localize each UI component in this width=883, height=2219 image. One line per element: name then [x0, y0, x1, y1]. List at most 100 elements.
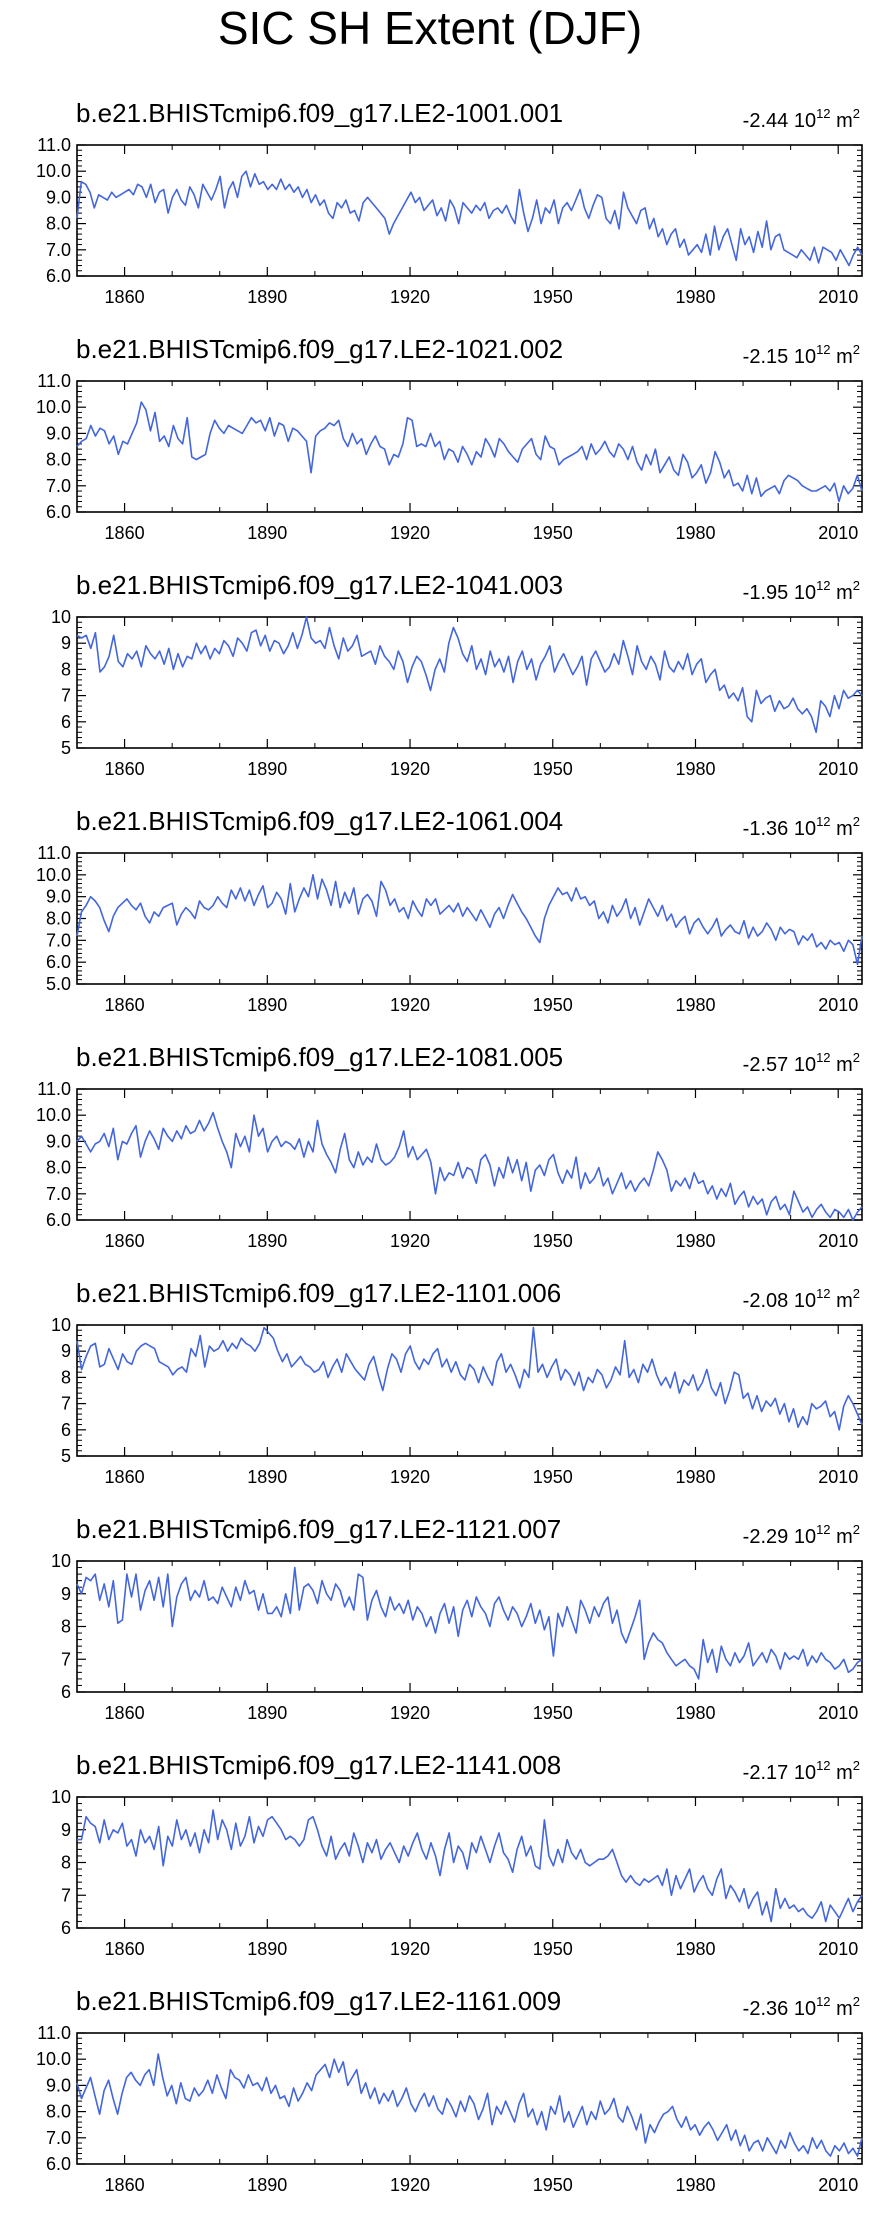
y-tick-label: 7.0 — [46, 1184, 71, 1204]
y-tick-label: 11.0 — [37, 1079, 71, 1099]
chart-panel-1: b.e21.BHISTcmip6.f09_g17.LE2-1001.001 -2.… — [36, 98, 863, 307]
plot-frame — [76, 1324, 863, 1457]
trend-part: 2 — [853, 1994, 860, 2009]
y-tick-label: 9 — [61, 1341, 71, 1361]
y-tick-label: 7 — [61, 1885, 71, 1905]
trend-part: 12 — [816, 1286, 830, 1301]
x-tick-label: 1920 — [390, 1231, 430, 1251]
y-tick-label: 7.0 — [46, 240, 71, 260]
y-tick-label: 7.0 — [46, 2128, 71, 2148]
chart-panel-5: b.e21.BHISTcmip6.f09_g17.LE2-1081.005 -2.… — [36, 1042, 863, 1251]
x-tick-label: 1860 — [105, 287, 145, 307]
trend-part: m — [831, 1998, 853, 2020]
y-tick-label: 10 — [51, 1787, 71, 1807]
y-tick-label: 8 — [61, 659, 71, 679]
trend-part: 2 — [853, 342, 860, 357]
y-tick-label: 9 — [61, 633, 71, 653]
x-tick-label: 1860 — [105, 995, 145, 1015]
x-tick-label: 2010 — [818, 1231, 858, 1251]
chart-panel-9: b.e21.BHISTcmip6.f09_g17.LE2-1161.009 -2.… — [36, 1986, 863, 2195]
chart-panel-8: b.e21.BHISTcmip6.f09_g17.LE2-1141.008 -2.… — [51, 1750, 863, 1959]
panel-title: b.e21.BHISTcmip6.f09_g17.LE2-1101.006 — [76, 1278, 561, 1308]
chart-panel-3: b.e21.BHISTcmip6.f09_g17.LE2-1041.003 -1.… — [51, 570, 863, 779]
trend-part: 12 — [816, 342, 830, 357]
trend-label: -2.44 1012 m2 — [743, 106, 860, 132]
y-tick-label: 9.0 — [46, 187, 71, 207]
trend-part: m — [831, 1762, 853, 1784]
y-tick-label: 6 — [61, 712, 71, 732]
trend-part: 10 — [794, 1762, 816, 1784]
x-tick-label: 1950 — [533, 1467, 573, 1487]
x-tick-label: 1860 — [105, 523, 145, 543]
x-tick-label: 1920 — [390, 2175, 430, 2195]
trend-part: 10 — [794, 1998, 816, 2020]
y-tick-label: 7 — [61, 686, 71, 706]
y-tick-label: 9 — [61, 1820, 71, 1840]
y-tick-label: 6.0 — [46, 502, 71, 522]
trend-label: -2.08 1012 m2 — [743, 1286, 860, 1312]
x-tick-label: 1920 — [390, 1467, 430, 1487]
y-tick-label: 11.0 — [37, 2023, 71, 2043]
series-line — [76, 1326, 863, 1431]
x-tick-label: 1890 — [247, 995, 287, 1015]
x-tick-label: 1980 — [675, 287, 715, 307]
series-line — [77, 1809, 863, 1923]
trend-part: 2 — [853, 1758, 860, 1773]
trend-part: m — [831, 582, 853, 604]
y-tick-label: 6 — [61, 1682, 71, 1702]
panel-title: b.e21.BHISTcmip6.f09_g17.LE2-1141.008 — [76, 1750, 561, 1780]
x-tick-label: 1920 — [390, 995, 430, 1015]
trend-part: 2 — [853, 1522, 860, 1537]
y-tick-label: 6.0 — [46, 2154, 71, 2174]
series-line — [76, 1566, 863, 1680]
trend-label: -2.15 1012 m2 — [743, 342, 860, 368]
trend-part: m — [831, 818, 853, 840]
trend-part: m — [831, 1526, 853, 1548]
y-tick-label: 8 — [61, 1853, 71, 1873]
x-tick-label: 2010 — [818, 2175, 858, 2195]
y-tick-label: 9.0 — [46, 887, 71, 907]
x-tick-label: 1980 — [675, 1703, 715, 1723]
trend-part: 10 — [794, 1526, 816, 1548]
plot-frame — [76, 144, 863, 277]
trend-part: -2.15 — [743, 346, 794, 368]
trend-part: -1.95 — [743, 582, 794, 604]
y-tick-label: 9.0 — [46, 423, 71, 443]
trend-part: 10 — [794, 1054, 816, 1076]
x-tick-label: 1890 — [247, 2175, 287, 2195]
x-tick-label: 1980 — [675, 1939, 715, 1959]
y-tick-label: 7.0 — [46, 476, 71, 496]
y-tick-label: 10.0 — [36, 397, 71, 417]
y-tick-label: 8.0 — [46, 1158, 71, 1178]
y-tick-label: 6.0 — [46, 1210, 71, 1230]
panel-title: b.e21.BHISTcmip6.f09_g17.LE2-1021.002 — [76, 334, 563, 364]
x-tick-label: 2010 — [818, 759, 858, 779]
trend-part: 10 — [794, 110, 816, 132]
x-tick-label: 1980 — [675, 2175, 715, 2195]
x-tick-label: 1950 — [533, 287, 573, 307]
x-tick-label: 1890 — [247, 287, 287, 307]
x-tick-label: 1890 — [247, 1939, 287, 1959]
x-tick-label: 2010 — [818, 995, 858, 1015]
trend-part: 2 — [853, 1050, 860, 1065]
trend-part: 10 — [794, 346, 816, 368]
trend-part: 12 — [816, 106, 830, 121]
x-tick-label: 1980 — [675, 1467, 715, 1487]
x-tick-label: 1980 — [675, 995, 715, 1015]
x-tick-label: 1860 — [105, 759, 145, 779]
panel-title: b.e21.BHISTcmip6.f09_g17.LE2-1001.001 — [76, 98, 563, 128]
trend-part: 2 — [853, 814, 860, 829]
chart-panel-2: b.e21.BHISTcmip6.f09_g17.LE2-1021.002 -2.… — [36, 334, 863, 543]
series-line — [76, 1111, 863, 1221]
panel-title: b.e21.BHISTcmip6.f09_g17.LE2-1161.009 — [76, 1986, 561, 2016]
y-tick-label: 9.0 — [46, 1131, 71, 1151]
y-tick-label: 11.0 — [37, 135, 71, 155]
x-tick-label: 1920 — [390, 287, 430, 307]
x-tick-label: 1920 — [390, 759, 430, 779]
x-tick-label: 1860 — [105, 1467, 145, 1487]
x-tick-label: 1860 — [105, 2175, 145, 2195]
x-tick-label: 1920 — [390, 523, 430, 543]
y-tick-label: 9.0 — [46, 2075, 71, 2095]
trend-part: -2.44 — [743, 110, 794, 132]
trend-part: 2 — [853, 1286, 860, 1301]
